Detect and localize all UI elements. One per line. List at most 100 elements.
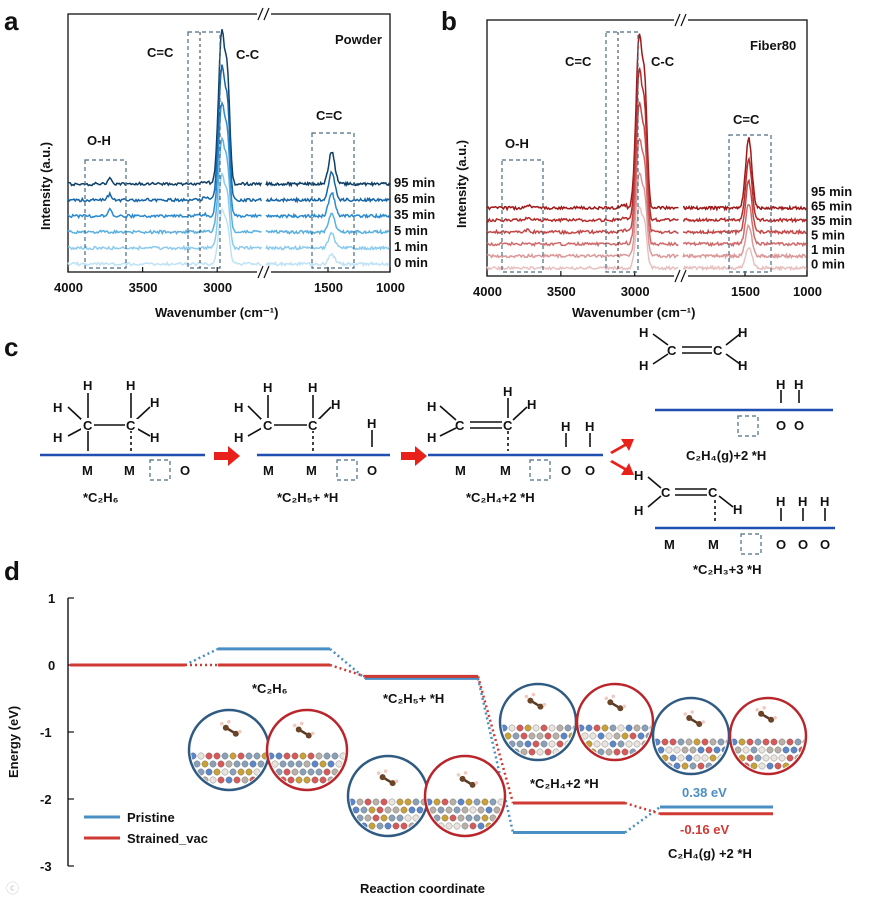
x-tick-label: 3000: [203, 280, 232, 295]
c2-box-a: [311, 132, 355, 269]
atom-label: H: [150, 430, 159, 445]
spectrum-line: [486, 33, 679, 212]
spectrum-line: [265, 170, 390, 204]
x-ticks-a: 4000 3500 3000 1500 1000: [54, 267, 405, 295]
panel-letter-a: a: [4, 6, 19, 36]
spectrum-line: [265, 151, 391, 188]
time-label: 1 min: [811, 242, 845, 257]
state-c2h3: C C H H H H H H M M O O O *C₂H₃+3 *H: [634, 468, 835, 577]
atom-label: H: [820, 494, 829, 509]
y-axis-label-a: Intensity (a.u.): [38, 142, 53, 230]
spectrum-line: [265, 231, 390, 251]
energy-connector: [624, 801, 661, 815]
arrow-up-right-icon: [610, 439, 634, 454]
structure-inset: [651, 696, 731, 776]
time-label: 95 min: [811, 184, 852, 199]
vacancy-box: [336, 459, 358, 481]
atom-label: O: [367, 463, 377, 478]
atom-label: O: [180, 463, 190, 478]
atom-label: H: [527, 397, 536, 412]
legend-label-strained: Strained_vac: [127, 831, 208, 846]
atom-label: M: [82, 463, 93, 478]
structure-inset: [265, 708, 349, 792]
vacancy-box: [737, 415, 759, 437]
x-tick-label: 1000: [376, 280, 405, 295]
spectrum-line: [486, 67, 679, 224]
structure-inset: [498, 682, 578, 762]
atom-label: O: [561, 463, 571, 478]
x-axis-label-d: Reaction coordinate: [360, 881, 485, 896]
x-axis-label-a: Wavenumber (cm⁻¹): [155, 305, 278, 320]
x-tick-label: 1000: [793, 284, 822, 299]
atom-label: H: [798, 494, 807, 509]
energy-connector: [184, 647, 219, 667]
atom-label: H: [639, 358, 648, 373]
atom-label: H: [639, 325, 648, 340]
atom-label: H: [585, 419, 594, 434]
y-axis-label-d: Energy (eV): [6, 706, 21, 778]
atom-label: H: [738, 358, 747, 373]
y-tick-label: 0: [48, 658, 55, 673]
c2-box-b: [728, 134, 772, 273]
panel-letter-d: d: [4, 556, 20, 586]
spectrum-line: [265, 252, 390, 268]
energy-connector: [476, 678, 515, 833]
arrow-right-icon: [401, 446, 427, 466]
atom-label: H: [53, 430, 62, 445]
energy-connector: [329, 663, 366, 678]
y-ticks-d: 1 0 -1 -2 -3: [40, 591, 74, 874]
y-axis-label-b: Intensity (a.u.): [454, 140, 469, 228]
atom-label: M: [263, 463, 274, 478]
spectrum-line: [265, 212, 390, 236]
state-label-c2h4: *C₂H₄+2 *H: [466, 490, 535, 505]
spectra-a: [67, 29, 391, 268]
atom-label: C: [661, 485, 671, 500]
x-tick-label: 1500: [314, 280, 343, 295]
atom-label: H: [776, 377, 785, 392]
vacancy-box: [740, 533, 762, 555]
annotation-c=c2-b: C=C: [733, 112, 760, 127]
spectrum-line: [67, 64, 263, 203]
state-label-d: C₂H₄(g) +2 *H: [668, 846, 752, 861]
atom-label: C: [263, 418, 273, 433]
axis-break-a: [257, 7, 271, 279]
vacancy-box: [149, 459, 171, 481]
spectrum-line: [486, 205, 679, 271]
spectrum-line: [67, 207, 262, 268]
atom-label: C: [708, 485, 718, 500]
spectrum-line: [682, 223, 807, 260]
state-label-d: *C₂H₆: [252, 681, 288, 696]
arrow-right-icon: [214, 446, 240, 466]
atom-label: C: [126, 418, 136, 433]
structure-inset: [346, 754, 430, 838]
atom-label: H: [427, 430, 436, 445]
spectrum-line: [67, 100, 262, 220]
atom-label: C: [667, 343, 677, 358]
atom-label: H: [150, 395, 159, 410]
watermark: ⓒ: [6, 882, 19, 897]
atom-label: H: [308, 380, 317, 395]
atom-label: H: [53, 400, 62, 415]
atom-label: H: [634, 503, 643, 518]
y-tick-label: -2: [40, 792, 52, 807]
state-label-c2h3: *C₂H₃+3 *H: [693, 562, 762, 577]
atom-label: O: [776, 537, 786, 552]
spectra-b: [486, 33, 807, 272]
structure-inset: [575, 682, 655, 762]
atom-label: O: [794, 418, 804, 433]
spectrum-line: [682, 247, 807, 272]
state-label-d: *C₂H₅+ *H: [383, 691, 444, 706]
atom-label: O: [820, 537, 830, 552]
spectrum-line: [486, 171, 679, 259]
atom-label: M: [455, 463, 466, 478]
atom-label: O: [585, 463, 595, 478]
atom-label: H: [634, 468, 643, 483]
state-label-c2h4-gas: C₂H₄(g)+2 *H: [686, 448, 766, 463]
state-c2h6: C C H H H H H H M M O *C₂H₆: [40, 378, 205, 505]
sample-label-a: Powder: [335, 32, 382, 47]
atom-label: M: [708, 537, 719, 552]
atom-label: H: [427, 399, 436, 414]
atom-label: H: [234, 430, 243, 445]
sample-label-b: Fiber80: [750, 38, 796, 53]
axis-break-b: [674, 13, 688, 283]
